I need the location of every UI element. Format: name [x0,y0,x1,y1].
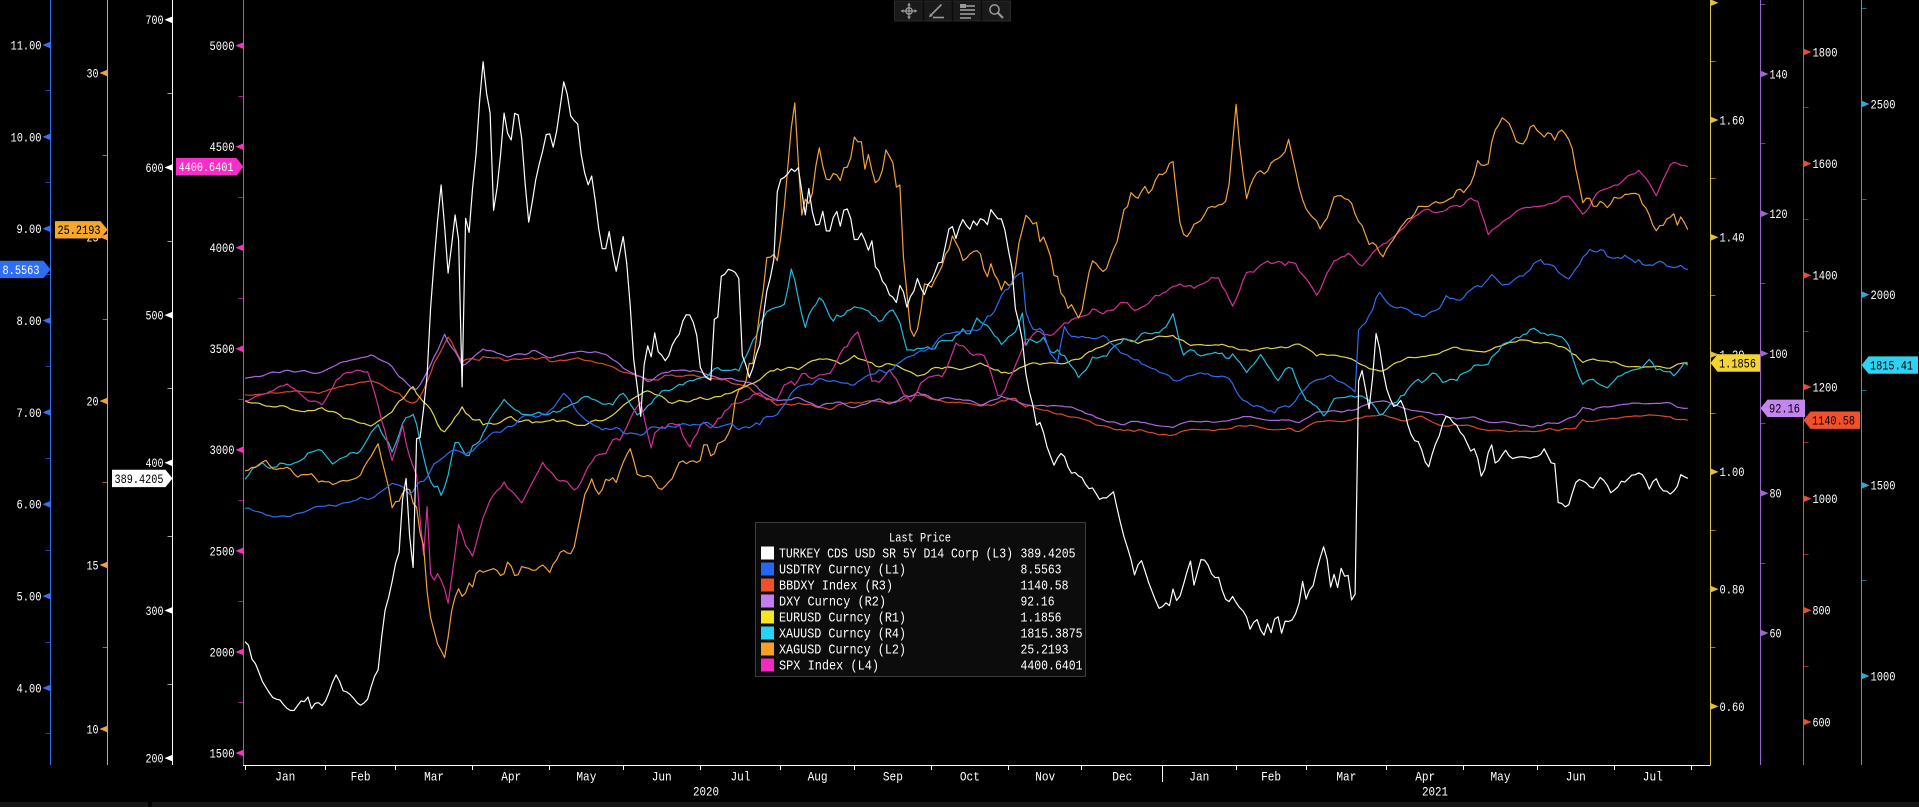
svg-text:2500: 2500 [1871,97,1896,112]
svg-text:10.00: 10.00 [11,130,42,145]
svg-text:1200: 1200 [1813,380,1838,395]
svg-text:TURKEY CDS USD SR 5Y D14 Corp: TURKEY CDS USD SR 5Y D14 Corp (L3) [779,547,1013,563]
svg-text:600: 600 [1813,715,1831,730]
svg-text:USDTRY Curncy (L1): USDTRY Curncy (L1) [779,563,906,579]
svg-text:600: 600 [146,161,164,176]
svg-text:Mar: Mar [424,770,444,785]
svg-text:Jul: Jul [1643,770,1663,785]
svg-text:May: May [1491,770,1511,785]
svg-text:15: 15 [87,558,99,573]
svg-text:Jan: Jan [275,770,295,785]
svg-text:25.2193: 25.2193 [1021,643,1069,659]
svg-text:300: 300 [146,604,164,619]
svg-text:1.00: 1.00 [1720,465,1745,480]
svg-text:1140.58: 1140.58 [1021,579,1069,595]
svg-text:7.00: 7.00 [17,406,42,421]
svg-text:4000: 4000 [210,241,235,256]
svg-text:5.00: 5.00 [17,590,42,605]
svg-text:Aug: Aug [808,770,828,785]
svg-text:Dec: Dec [1112,770,1132,785]
svg-text:8.5563: 8.5563 [3,263,40,278]
svg-text:389.4205: 389.4205 [115,472,164,487]
svg-text:1815.41: 1815.41 [1870,359,1913,374]
svg-text:4400.6401: 4400.6401 [1021,659,1083,675]
svg-text:1400: 1400 [1813,269,1838,284]
svg-text:Apr: Apr [501,770,521,785]
svg-text:200: 200 [146,752,164,767]
svg-text:3500: 3500 [210,342,235,357]
svg-text:80: 80 [1770,487,1782,502]
svg-text:Last Price: Last Price [889,531,951,546]
svg-text:Feb: Feb [351,770,371,785]
svg-text:1.60: 1.60 [1720,113,1745,128]
svg-text:Apr: Apr [1415,770,1435,785]
svg-text:30: 30 [87,66,99,81]
svg-text:2000: 2000 [1871,288,1896,303]
svg-text:20: 20 [87,394,99,409]
svg-text:May: May [576,770,596,785]
svg-text:Sep: Sep [883,770,903,785]
svg-text:XAGUSD Curncy (L2): XAGUSD Curncy (L2) [779,643,906,659]
svg-text:Jun: Jun [1566,770,1586,785]
svg-text:1.1856: 1.1856 [1021,611,1062,627]
svg-text:4.00: 4.00 [17,681,42,696]
svg-text:EURUSD Curncy (R1): EURUSD Curncy (R1) [779,611,906,627]
svg-text:1000: 1000 [1813,492,1838,507]
svg-text:1500: 1500 [1871,479,1896,494]
svg-text:2500: 2500 [210,544,235,559]
svg-text:4400.6401: 4400.6401 [179,160,234,175]
svg-text:2020: 2020 [693,785,719,800]
svg-text:Feb: Feb [1261,770,1281,785]
svg-text:Jun: Jun [652,770,672,785]
svg-text:Jul: Jul [731,770,751,785]
svg-text:2021: 2021 [1422,785,1448,800]
svg-text:1600: 1600 [1813,157,1838,172]
svg-text:800: 800 [1813,604,1831,619]
svg-text:120: 120 [1770,207,1788,222]
svg-text:Jan: Jan [1189,770,1209,785]
svg-text:25.2193: 25.2193 [58,223,101,238]
svg-text:10: 10 [87,722,99,737]
svg-text:3000: 3000 [210,443,235,458]
svg-text:0.60: 0.60 [1720,700,1745,715]
svg-text:4500: 4500 [210,140,235,155]
svg-text:400: 400 [146,456,164,471]
svg-text:1140.58: 1140.58 [1812,414,1855,429]
svg-text:2000: 2000 [210,645,235,660]
svg-text:5000: 5000 [210,39,235,54]
svg-text:0.80: 0.80 [1720,583,1745,598]
svg-text:1815.3875: 1815.3875 [1021,627,1083,643]
svg-text:Mar: Mar [1336,770,1356,785]
svg-text:DXY Curncy (R2): DXY Curncy (R2) [779,595,886,611]
svg-text:11.00: 11.00 [11,38,42,53]
svg-text:8.5563: 8.5563 [1021,563,1062,579]
svg-text:XAUUSD Curncy (R4): XAUUSD Curncy (R4) [779,627,906,643]
svg-text:Oct: Oct [960,770,980,785]
svg-text:SPX Index (L4): SPX Index (L4) [779,659,879,675]
svg-text:92.16: 92.16 [1769,402,1800,417]
svg-text:8.00: 8.00 [17,314,42,329]
svg-text:500: 500 [146,309,164,324]
svg-text:60: 60 [1770,626,1782,641]
svg-text:1500: 1500 [210,746,235,761]
svg-text:700: 700 [146,13,164,28]
svg-text:389.4205: 389.4205 [1021,547,1076,563]
svg-text:9.00: 9.00 [17,222,42,237]
svg-text:1000: 1000 [1871,669,1896,684]
svg-text:1.1856: 1.1856 [1719,356,1756,371]
svg-text:1800: 1800 [1813,45,1838,60]
svg-text:BBDXY Index (R3): BBDXY Index (R3) [779,579,893,595]
svg-text:92.16: 92.16 [1021,595,1055,611]
svg-text:6.00: 6.00 [17,498,42,513]
svg-text:100: 100 [1770,347,1788,362]
svg-text:140: 140 [1770,67,1788,82]
svg-text:1.40: 1.40 [1720,231,1745,246]
svg-text:Nov: Nov [1035,770,1055,785]
